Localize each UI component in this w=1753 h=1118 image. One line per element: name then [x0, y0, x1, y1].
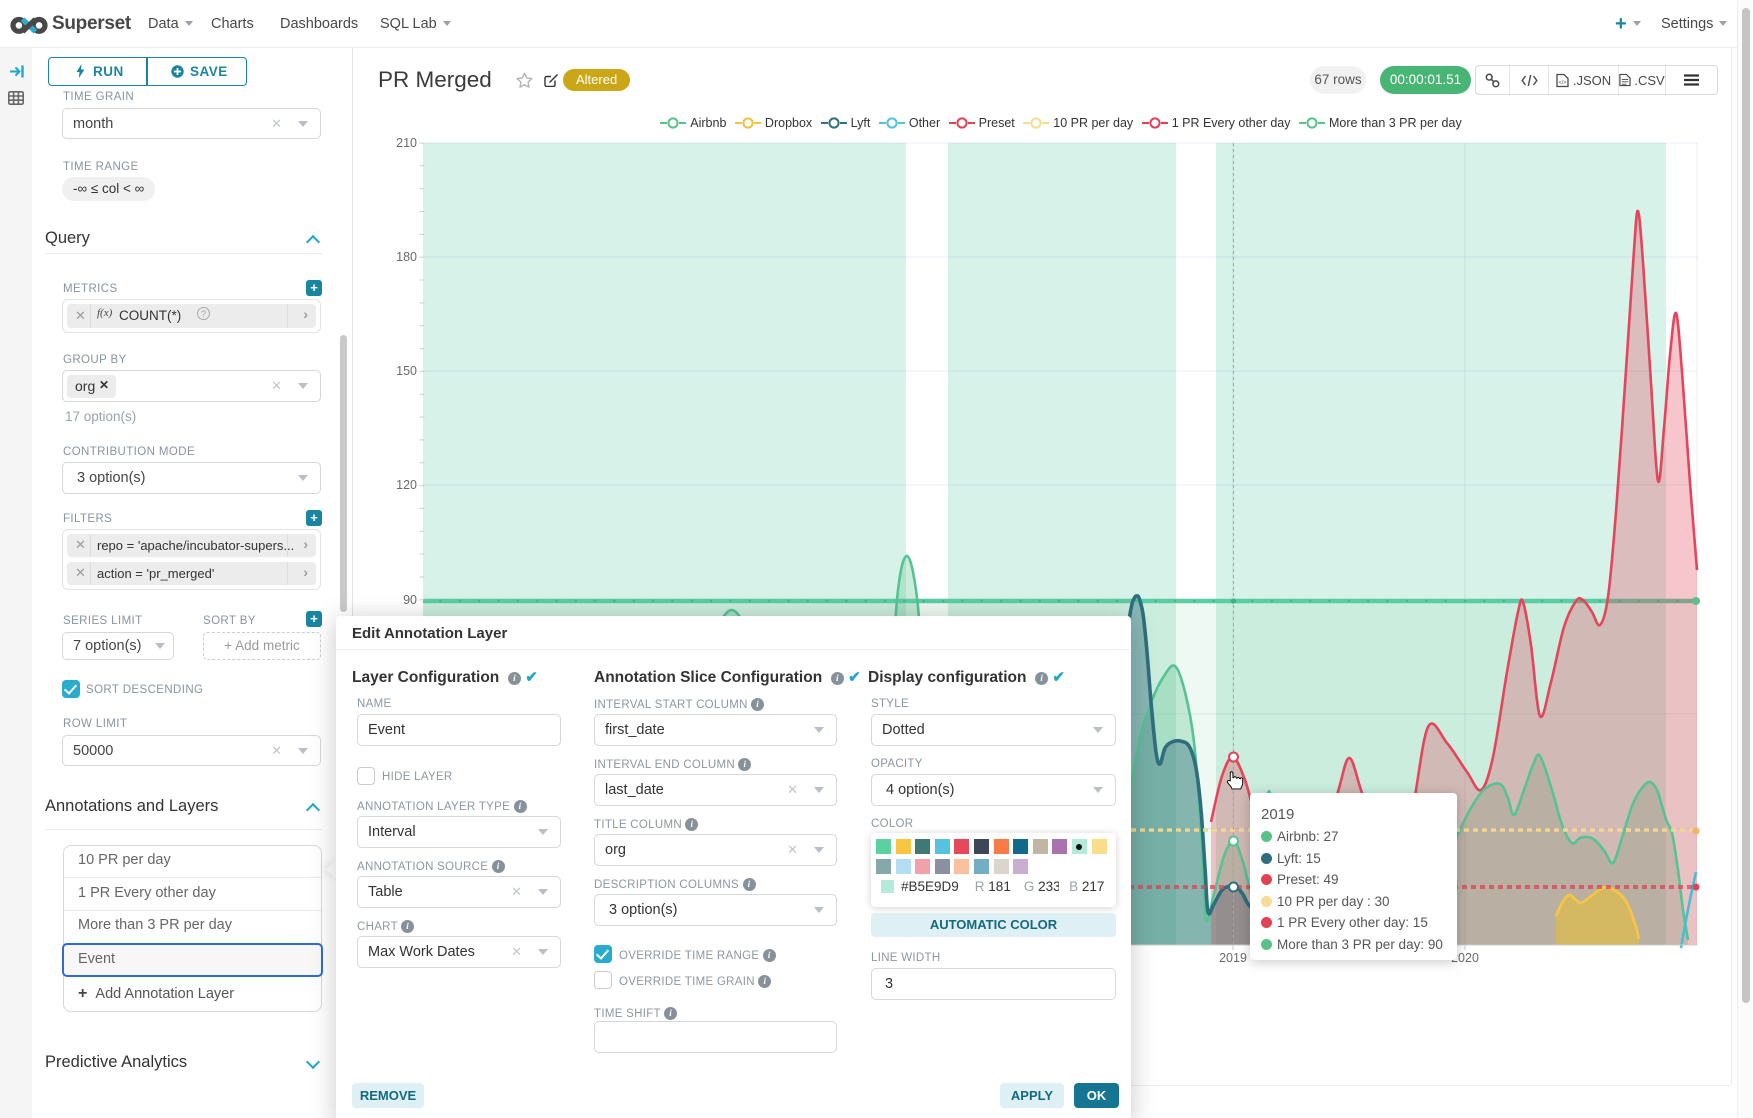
svg-text:2019: 2019 [1219, 951, 1247, 965]
svg-text:</>: </> [1558, 80, 1566, 86]
svg-text:150: 150 [396, 364, 417, 378]
svg-text:90: 90 [403, 593, 417, 607]
svg-text:210: 210 [396, 136, 417, 150]
svg-text:2020: 2020 [1451, 951, 1479, 965]
svg-text:180: 180 [396, 250, 417, 264]
svg-text:120: 120 [396, 478, 417, 492]
